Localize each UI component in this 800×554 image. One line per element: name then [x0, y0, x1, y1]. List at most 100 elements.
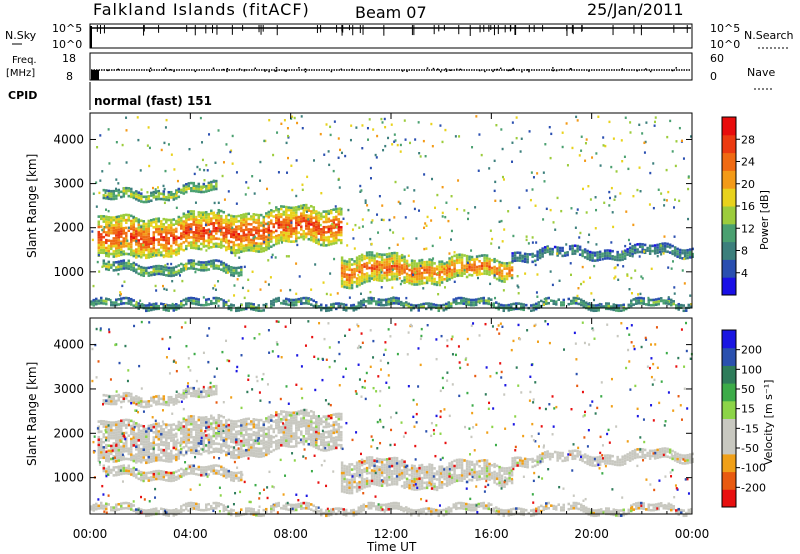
power-pixel	[483, 259, 486, 262]
power-pixel	[428, 268, 431, 272]
power-pixel	[668, 251, 672, 254]
power-pixel	[363, 254, 366, 258]
power-pixel	[240, 265, 243, 269]
power-pixel	[300, 204, 303, 208]
power-pixel	[395, 301, 398, 305]
power-pixel	[157, 195, 161, 198]
power-pixel	[155, 195, 158, 198]
power-pixel	[105, 297, 108, 301]
power-pixel	[145, 271, 148, 275]
power-pixel	[322, 210, 326, 213]
velocity-pixel	[165, 454, 168, 458]
power-pixel	[105, 249, 108, 252]
power-pixel	[140, 237, 143, 241]
power-pixel	[245, 212, 248, 216]
velocity-pixel	[142, 443, 146, 446]
power-pixel	[410, 303, 413, 307]
power-pixel	[673, 246, 677, 249]
power-pixel	[137, 231, 141, 235]
velocity-pixel	[245, 448, 248, 452]
velocity-pixel	[112, 434, 116, 437]
velocity-pixel	[300, 433, 303, 436]
velocity-pixel	[105, 402, 108, 405]
velocity-pixel	[112, 466, 116, 469]
power-pixel	[310, 215, 313, 218]
power-pixel	[380, 258, 384, 262]
power-pixel	[681, 249, 684, 252]
power-noise-pixel	[425, 224, 428, 227]
power-pixel	[232, 215, 236, 218]
power-pixel	[410, 308, 413, 312]
power-pixel	[232, 235, 236, 239]
power-pixel	[628, 254, 632, 257]
power-pixel	[432, 305, 435, 309]
velocity-pixel	[295, 437, 298, 440]
power-noise-pixel	[434, 206, 437, 209]
power-pixel	[372, 299, 375, 303]
velocity-pixel	[197, 439, 201, 443]
velocity-pixel	[115, 436, 118, 440]
power-noise-pixel	[399, 143, 402, 147]
power-noise-pixel	[652, 206, 655, 210]
power-pixel	[355, 256, 359, 260]
power-noise-pixel	[629, 242, 632, 246]
power-pixel	[513, 254, 517, 257]
power-pixel	[335, 307, 338, 311]
power-pixel	[195, 187, 198, 191]
power-pixel	[140, 227, 143, 230]
power-pixel	[413, 275, 416, 279]
power-pixel	[275, 300, 278, 303]
velocity-pixel	[202, 395, 206, 399]
velocity-pixel	[167, 452, 171, 455]
velocity-pixel	[97, 425, 101, 429]
velocity-pixel	[330, 445, 333, 448]
power-pixel	[420, 264, 424, 267]
power-pixel	[523, 257, 527, 261]
power-pixel	[287, 216, 291, 220]
power-noise-pixel	[140, 225, 143, 229]
power-pixel	[187, 231, 191, 234]
power-noise-pixel	[502, 289, 505, 292]
power-noise-pixel	[162, 184, 165, 188]
power-pixel	[135, 192, 138, 196]
power-noise-pixel	[296, 243, 299, 247]
power-noise-pixel	[503, 228, 506, 231]
power-noise-pixel	[525, 235, 528, 238]
power-pixel	[280, 212, 283, 216]
velocity-pixel	[245, 428, 248, 431]
power-pixel	[147, 240, 151, 244]
power-pixel	[240, 273, 243, 277]
velocity-pixel	[180, 421, 183, 425]
velocity-pixel	[160, 425, 163, 428]
power-noise-pixel	[501, 175, 504, 179]
power-pixel	[152, 244, 156, 247]
power-pixel	[130, 187, 133, 191]
power-pixel	[438, 276, 441, 279]
power-pixel	[453, 272, 456, 276]
power-pixel	[653, 246, 657, 250]
velocity-pixel	[145, 435, 148, 439]
nsearch-tick-top: 10^5	[710, 22, 740, 35]
power-pixel	[455, 269, 459, 272]
power-pixel	[302, 209, 306, 212]
velocity-pixel	[105, 454, 108, 457]
power-noise-pixel	[477, 169, 480, 172]
power-pixel	[438, 278, 441, 282]
power-pixel	[212, 237, 216, 241]
power-pixel	[533, 254, 537, 258]
velocity-pixel	[152, 398, 156, 402]
power-pixel	[235, 266, 238, 270]
power-pixel	[227, 229, 231, 232]
power-pixel	[175, 253, 178, 257]
velocity-pixel	[297, 412, 301, 416]
power-pixel	[475, 265, 479, 269]
power-noise-pixel	[602, 144, 605, 147]
power-pixel	[562, 301, 565, 304]
power-noise-pixel	[624, 244, 627, 248]
power-pixel	[340, 225, 343, 229]
power-pixel	[435, 267, 439, 271]
power-pixel	[232, 217, 236, 221]
velocity-pixel	[322, 436, 326, 439]
power-pixel	[245, 238, 248, 242]
power-pixel	[135, 219, 138, 223]
